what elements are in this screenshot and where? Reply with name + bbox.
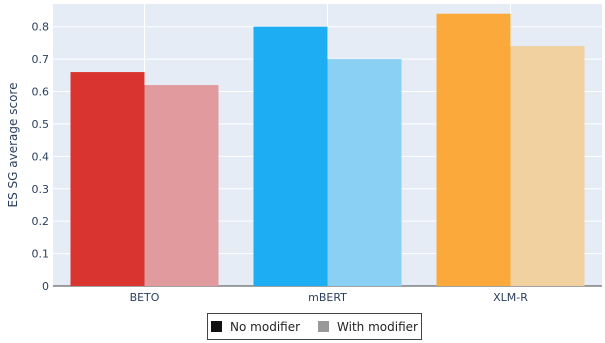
- bar-beto-no-modifier[interactable]: [70, 72, 145, 286]
- y-tick-label: 0: [42, 280, 49, 293]
- legend[interactable]: No modifier With modifier: [207, 313, 422, 340]
- x-tick-label: BETO: [130, 291, 160, 304]
- legend-swatch-with-modifier: [318, 321, 330, 332]
- y-axis-ticks: 0 0.1 0.2 0.3 0.4 0.5 0.6 0.7 0.8: [32, 21, 50, 293]
- bar-xlm-r-with-modifier[interactable]: [510, 46, 585, 286]
- legend-swatch-no-modifier: [211, 321, 223, 332]
- x-axis-ticks: BETO mBERT XLM-R: [130, 291, 529, 304]
- legend-label-with-modifier: With modifier: [337, 319, 418, 334]
- y-tick-label: 0.6: [32, 86, 50, 99]
- y-tick-label: 0.4: [32, 150, 50, 163]
- y-tick-label: 0.2: [32, 215, 50, 228]
- y-axis-label: ES SG average score: [6, 83, 20, 208]
- y-tick-label: 0.7: [32, 53, 50, 66]
- y-tick-label: 0.3: [32, 183, 50, 196]
- y-tick-label: 0.1: [32, 248, 50, 261]
- x-tick-label: XLM-R: [493, 291, 528, 304]
- bar-xlm-r-no-modifier[interactable]: [436, 13, 511, 286]
- x-tick-label: mBERT: [308, 291, 347, 304]
- bar-beto-with-modifier[interactable]: [144, 85, 219, 286]
- bars: [70, 13, 585, 286]
- legend-item-no-modifier[interactable]: No modifier: [211, 320, 300, 334]
- legend-label-no-modifier: No modifier: [230, 319, 301, 334]
- bar-mbert-no-modifier[interactable]: [253, 26, 328, 286]
- y-tick-label: 0.5: [32, 118, 50, 131]
- legend-item-with-modifier[interactable]: With modifier: [318, 320, 418, 334]
- y-tick-label: 0.8: [32, 21, 50, 34]
- bar-mbert-with-modifier[interactable]: [327, 59, 402, 286]
